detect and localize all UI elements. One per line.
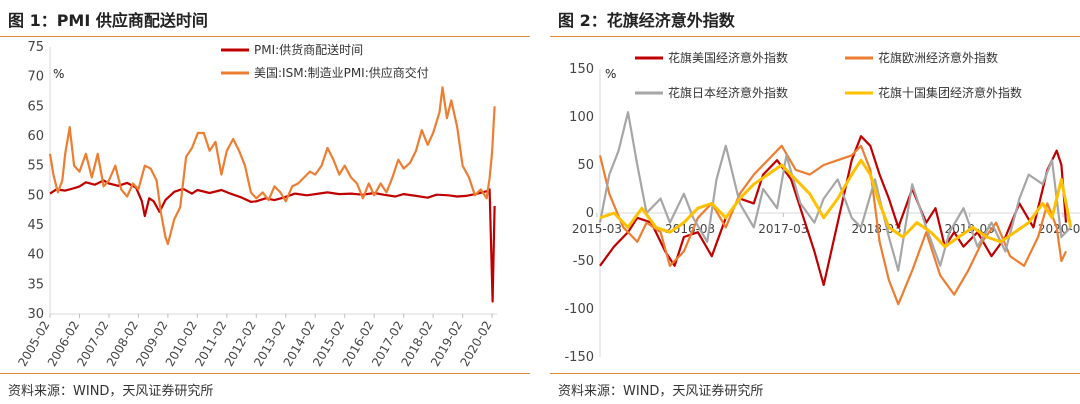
y-tick-label: 35 xyxy=(27,277,44,292)
title-divider xyxy=(0,36,530,37)
y-tick-label: 65 xyxy=(27,99,44,114)
y-tick-label: -50 xyxy=(573,254,594,269)
series-line-2 xyxy=(48,86,496,246)
legend-label: 花旗欧洲经济意外指数 xyxy=(878,50,998,65)
y-tick-label: 50 xyxy=(577,158,594,173)
series-line-3 xyxy=(598,111,1072,272)
chart-panel-citi-surprise: 图 2：花旗经济意外指数 -150 -100 -50 0 50 100 150% 2015-0… xyxy=(550,0,1080,404)
chart-title: 图 2：花旗经济意外指数 xyxy=(558,11,735,30)
y-tick-label: 0 xyxy=(586,206,594,221)
chart-title: 图 1：PMI 供应商配送时间 xyxy=(8,11,208,30)
legend-label: 花旗十国集团经济意外指数 xyxy=(878,85,1022,100)
x-tick-label: 2015-03 xyxy=(572,222,622,236)
legend-label: 花旗美国经济意外指数 xyxy=(668,50,788,65)
series-line-1 xyxy=(49,179,496,303)
series-line-1 xyxy=(599,135,1068,287)
source-note: 资料来源：WIND，天风证券研究所 xyxy=(558,384,764,399)
y-tick-label: 30 xyxy=(27,307,44,322)
legend-label: PMI:供货商配送时间 xyxy=(254,42,363,57)
pmi-delivery-line-chart: 30354045505560657075%2005-022006-022007-… xyxy=(15,40,497,369)
y-tick-label: 55 xyxy=(27,159,44,174)
y-tick-label: 100 xyxy=(569,110,594,125)
y-tick-label: 60 xyxy=(27,129,44,144)
legend-label: 花旗日本经济意外指数 xyxy=(668,85,788,100)
source-note: 资料来源：WIND，天风证券研究所 xyxy=(8,384,214,399)
y-tick-label: 45 xyxy=(27,218,44,233)
y-tick-label: 50 xyxy=(27,188,44,203)
footer-divider xyxy=(0,373,530,374)
unit-label: % xyxy=(605,67,616,81)
unit-label: % xyxy=(53,67,64,81)
series-line-4 xyxy=(599,158,1073,249)
y-tick-label: 70 xyxy=(27,70,44,85)
legend-label: 美国:ISM:制造业PMI:供应商交付 xyxy=(254,65,429,80)
series-line-2 xyxy=(598,144,1067,306)
y-tick-label: 75 xyxy=(27,40,44,55)
y-tick-label: -100 xyxy=(564,302,594,317)
x-tick-label: 2017-03 xyxy=(758,222,808,236)
title-divider xyxy=(550,36,1080,37)
footer-divider xyxy=(550,373,1080,374)
y-tick-label: 150 xyxy=(569,62,594,77)
y-tick-label: 40 xyxy=(27,248,44,263)
chart-panel-supplier-delivery: 图 1：PMI 供应商配送时间 30 35 40 45 50 55 60 65 70 75% 200… xyxy=(0,0,530,404)
y-tick-label: -150 xyxy=(564,350,594,365)
